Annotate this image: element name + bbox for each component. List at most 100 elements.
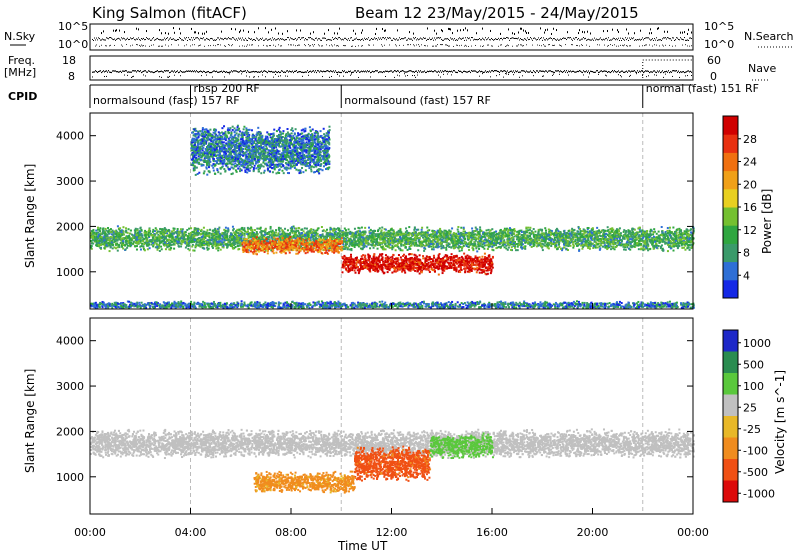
power-pixel [173, 239, 176, 242]
power-pixel [332, 229, 335, 232]
power-pixel [163, 241, 166, 244]
power-pixel [377, 242, 380, 245]
power-pixel [139, 226, 142, 229]
power-pixel [97, 237, 100, 240]
power-pixel [526, 235, 529, 238]
power-pixel [609, 227, 612, 230]
power-pixel [369, 235, 372, 238]
freq-trace [92, 59, 693, 78]
power-pixel [112, 235, 115, 238]
power-pixel [688, 248, 691, 251]
power-pixel [279, 237, 282, 240]
power-pixel [341, 233, 344, 236]
power-pixel [452, 240, 455, 243]
power-pixel [237, 232, 240, 235]
power-pixel [652, 247, 655, 250]
power-pixel [380, 229, 383, 232]
power-pixel [445, 234, 448, 237]
power-pixel [647, 238, 650, 241]
power-pixel [376, 237, 379, 240]
power-pixel [457, 235, 460, 238]
power-pixel [162, 239, 165, 242]
power-pixel [382, 241, 385, 244]
power-pixel [146, 237, 149, 240]
cpid-segment-label: normalsound (fast) 157 RF [93, 94, 240, 107]
power-pixel [468, 241, 471, 244]
power-pixel [613, 237, 616, 240]
freq-label-1: Freq. [8, 54, 35, 67]
power-pixel [561, 233, 564, 236]
power-pixel [355, 231, 358, 234]
power-pixel [217, 249, 220, 252]
power-pixel [449, 232, 452, 235]
power-pixel [380, 246, 383, 249]
power-pixel [581, 233, 584, 236]
power-pixel [589, 244, 592, 247]
power-pixel [417, 249, 420, 252]
power-pixel [539, 244, 542, 247]
power-pixel [646, 235, 649, 238]
power-pixel [154, 236, 157, 239]
power-pixel [590, 234, 593, 237]
power-pixel [214, 243, 217, 246]
power-pixel [612, 246, 615, 249]
power-pixel [275, 229, 278, 232]
power-pixel [114, 247, 117, 250]
power-pixel [390, 234, 393, 237]
power-pixel [408, 245, 411, 248]
power-pixel [476, 231, 479, 234]
power-pixel [632, 231, 635, 234]
power-pixel [630, 231, 633, 234]
power-pixel [525, 231, 528, 234]
power-pixel [430, 236, 433, 239]
power-pixel [498, 241, 501, 244]
power-pixel [418, 244, 421, 247]
power-pixel [601, 241, 604, 244]
power-pixel [271, 229, 274, 232]
power-pixel [495, 247, 498, 250]
power-pixel [215, 238, 218, 241]
power-pixel [379, 243, 382, 246]
power-pixel [527, 229, 530, 232]
power-pixel [440, 247, 443, 250]
power-pixel [576, 243, 579, 246]
nave-label: Nave [748, 62, 776, 75]
power-pixel [667, 244, 670, 247]
power-pixel [381, 233, 384, 236]
power-pixel [170, 240, 173, 243]
power-pixel [465, 233, 468, 236]
power-pixel [505, 227, 508, 230]
power-pixel [232, 227, 235, 230]
power-pixel [384, 243, 387, 246]
power-pixel [607, 245, 610, 248]
power-pixel [399, 247, 402, 250]
power-pixel [181, 230, 184, 233]
power-pixel [623, 229, 626, 232]
power-pixel [176, 228, 179, 231]
power-pixel [122, 233, 125, 236]
power-pixel [676, 240, 679, 243]
power-pixel [478, 247, 481, 250]
power-pixel [224, 229, 227, 232]
power-pixel [399, 241, 402, 244]
power-pixel [337, 235, 340, 238]
power-pixel [605, 239, 608, 242]
power-pixel [509, 248, 512, 251]
power-pixel [436, 246, 439, 249]
power-pixel [134, 245, 137, 248]
power-pixel [512, 242, 515, 245]
power-pixel [586, 230, 589, 233]
power-pixel [642, 244, 645, 247]
power-pixel [588, 242, 591, 245]
power-pixel [422, 234, 425, 237]
power-pixel [243, 232, 246, 235]
power-pixel [125, 243, 128, 246]
power-pixel [260, 234, 263, 237]
power-pixel [598, 248, 601, 251]
power-pixel [580, 244, 583, 247]
power-pixel [348, 248, 351, 251]
power-pixel [457, 246, 460, 249]
power-pixel [380, 241, 383, 244]
power-pixel [562, 240, 565, 243]
power-pixel [632, 240, 635, 243]
